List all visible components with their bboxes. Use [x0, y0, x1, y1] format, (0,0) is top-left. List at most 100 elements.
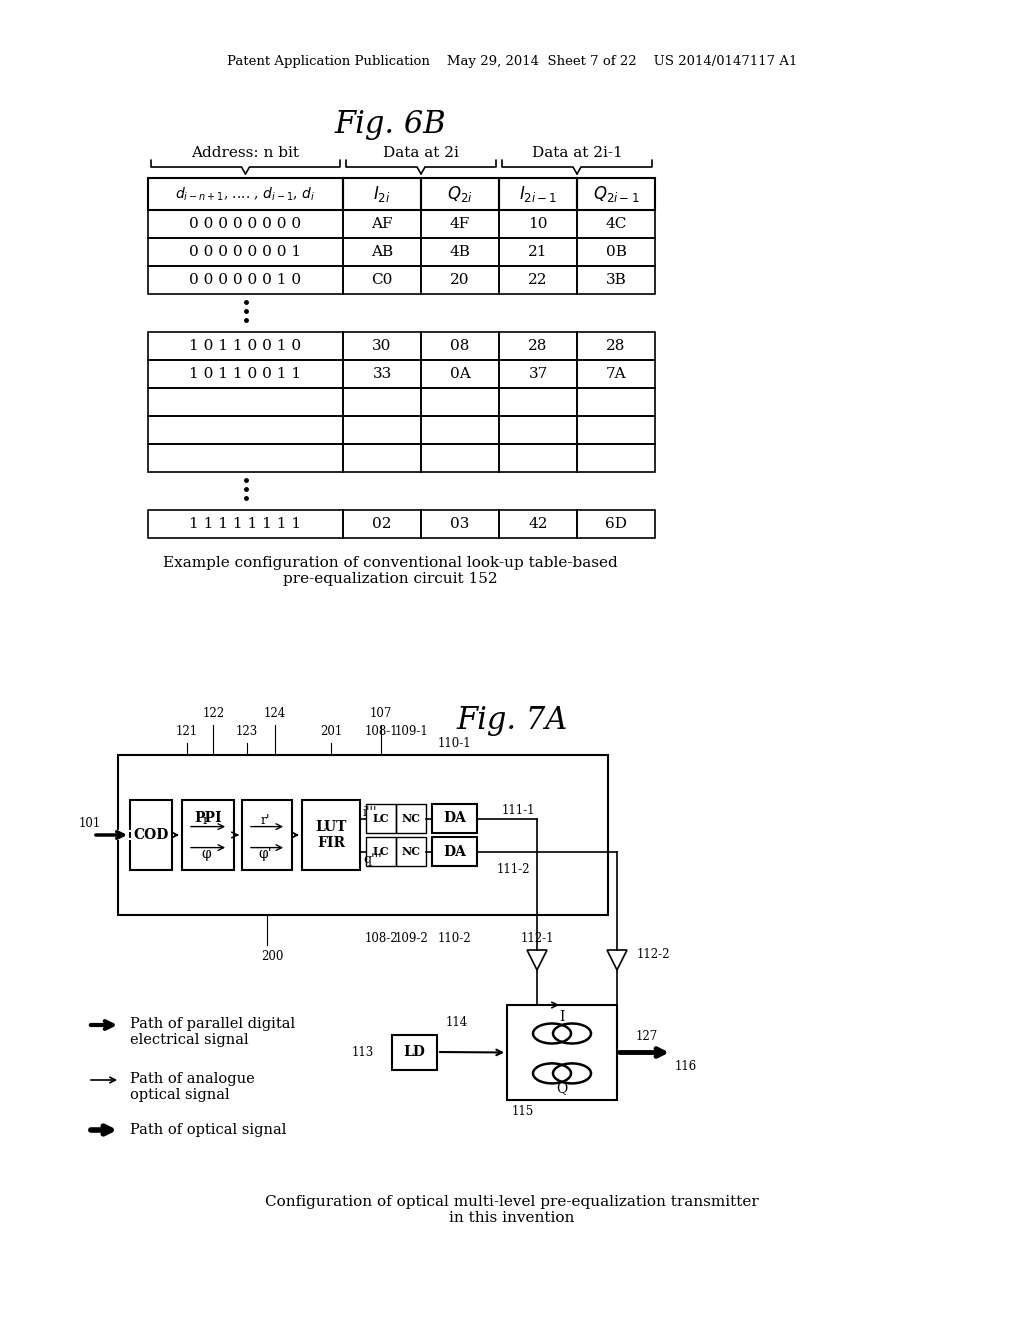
- Text: 4B: 4B: [450, 246, 470, 259]
- Text: $I_{2i-1}$: $I_{2i-1}$: [519, 183, 557, 205]
- Text: Address: n bit: Address: n bit: [191, 147, 299, 160]
- Text: C0: C0: [372, 273, 392, 286]
- Bar: [148, 210, 343, 238]
- Text: 127: 127: [636, 1030, 658, 1043]
- Bar: [421, 178, 499, 210]
- Bar: [432, 837, 477, 866]
- Bar: [577, 267, 655, 294]
- Bar: [343, 238, 421, 267]
- Bar: [302, 800, 360, 870]
- Bar: [366, 837, 396, 866]
- Text: DA: DA: [443, 845, 466, 858]
- Text: 7A: 7A: [605, 367, 627, 381]
- Bar: [577, 510, 655, 539]
- Text: 200: 200: [261, 950, 284, 964]
- Text: 3B: 3B: [605, 273, 627, 286]
- Text: $Q_{2i-1}$: $Q_{2i-1}$: [593, 183, 639, 205]
- Bar: [577, 416, 655, 444]
- Bar: [577, 210, 655, 238]
- Bar: [499, 416, 577, 444]
- Text: NC: NC: [401, 813, 421, 824]
- Text: LC: LC: [373, 813, 389, 824]
- Text: 0 0 0 0 0 0 1 0: 0 0 0 0 0 0 1 0: [189, 273, 301, 286]
- Text: 0 0 0 0 0 0 0 0: 0 0 0 0 0 0 0 0: [189, 216, 301, 231]
- Text: 122: 122: [202, 708, 224, 719]
- Text: 0A: 0A: [450, 367, 470, 381]
- Bar: [343, 178, 421, 210]
- Text: 0 0 0 0 0 0 0 1: 0 0 0 0 0 0 0 1: [189, 246, 301, 259]
- Bar: [577, 178, 655, 210]
- Text: Patent Application Publication    May 29, 2014  Sheet 7 of 22    US 2014/0147117: Patent Application Publication May 29, 2…: [226, 55, 798, 69]
- Text: Example configuration of conventional look-up table-based
pre-equalization circu: Example configuration of conventional lo…: [163, 556, 617, 586]
- Text: Fig. 6B: Fig. 6B: [334, 110, 445, 140]
- Text: φ': φ': [258, 846, 271, 861]
- Text: 110-1: 110-1: [437, 737, 471, 750]
- Text: i''': i''': [362, 807, 378, 818]
- Text: 30: 30: [373, 339, 392, 352]
- Bar: [499, 210, 577, 238]
- Text: AB: AB: [371, 246, 393, 259]
- Text: $I_{2i}$: $I_{2i}$: [374, 183, 391, 205]
- Bar: [421, 416, 499, 444]
- Text: 20: 20: [451, 273, 470, 286]
- Text: LC: LC: [373, 846, 389, 857]
- Bar: [148, 388, 343, 416]
- Text: r: r: [203, 814, 209, 828]
- Text: 113: 113: [352, 1045, 374, 1059]
- Text: q''': q''': [362, 853, 382, 866]
- Text: LD: LD: [403, 1045, 425, 1059]
- Bar: [507, 1005, 617, 1100]
- Text: $Q_{2i}$: $Q_{2i}$: [447, 183, 473, 205]
- Bar: [499, 238, 577, 267]
- Bar: [148, 333, 343, 360]
- Bar: [577, 333, 655, 360]
- Bar: [432, 804, 477, 833]
- Text: 110-2: 110-2: [437, 932, 471, 945]
- Text: 116: 116: [675, 1060, 697, 1073]
- Text: 112-2: 112-2: [637, 949, 671, 961]
- Text: 115: 115: [512, 1105, 535, 1118]
- Text: 201: 201: [319, 725, 342, 738]
- Bar: [343, 510, 421, 539]
- Text: 109-1: 109-1: [394, 725, 428, 738]
- Bar: [421, 333, 499, 360]
- Text: Path of optical signal: Path of optical signal: [130, 1123, 287, 1137]
- Bar: [148, 360, 343, 388]
- Text: PPI: PPI: [195, 810, 222, 825]
- Bar: [242, 800, 292, 870]
- Text: 123: 123: [236, 725, 258, 738]
- Bar: [421, 444, 499, 473]
- Bar: [343, 210, 421, 238]
- Bar: [392, 1035, 437, 1069]
- Bar: [396, 837, 426, 866]
- Bar: [499, 388, 577, 416]
- Text: 1 1 1 1 1 1 1 1: 1 1 1 1 1 1 1 1: [189, 517, 301, 531]
- Text: φ: φ: [201, 846, 211, 861]
- Text: Fig. 7A: Fig. 7A: [457, 705, 567, 735]
- Text: 02: 02: [373, 517, 392, 531]
- Text: 22: 22: [528, 273, 548, 286]
- Bar: [343, 333, 421, 360]
- Text: Data at 2i-1: Data at 2i-1: [531, 147, 623, 160]
- Text: 1 0 1 1 0 0 1 0: 1 0 1 1 0 0 1 0: [189, 339, 301, 352]
- Text: 33: 33: [373, 367, 391, 381]
- Text: 37: 37: [528, 367, 548, 381]
- Text: Path of analogue
optical signal: Path of analogue optical signal: [130, 1072, 255, 1102]
- Text: I: I: [559, 1010, 564, 1024]
- Bar: [118, 755, 608, 915]
- Bar: [499, 510, 577, 539]
- Text: 112-1: 112-1: [520, 932, 554, 945]
- Bar: [499, 333, 577, 360]
- Bar: [421, 510, 499, 539]
- Text: 108-2: 108-2: [365, 932, 397, 945]
- Text: 111-1: 111-1: [502, 804, 536, 817]
- Bar: [499, 444, 577, 473]
- Bar: [148, 178, 343, 210]
- Text: LUT
FIR: LUT FIR: [315, 820, 347, 850]
- Bar: [343, 360, 421, 388]
- Text: $d_{i-n+1}$, .... , $d_{i-1}$, $d_i$: $d_{i-n+1}$, .... , $d_{i-1}$, $d_i$: [175, 185, 315, 203]
- Bar: [148, 444, 343, 473]
- Text: 03: 03: [451, 517, 470, 531]
- Bar: [421, 267, 499, 294]
- Text: DA: DA: [443, 812, 466, 825]
